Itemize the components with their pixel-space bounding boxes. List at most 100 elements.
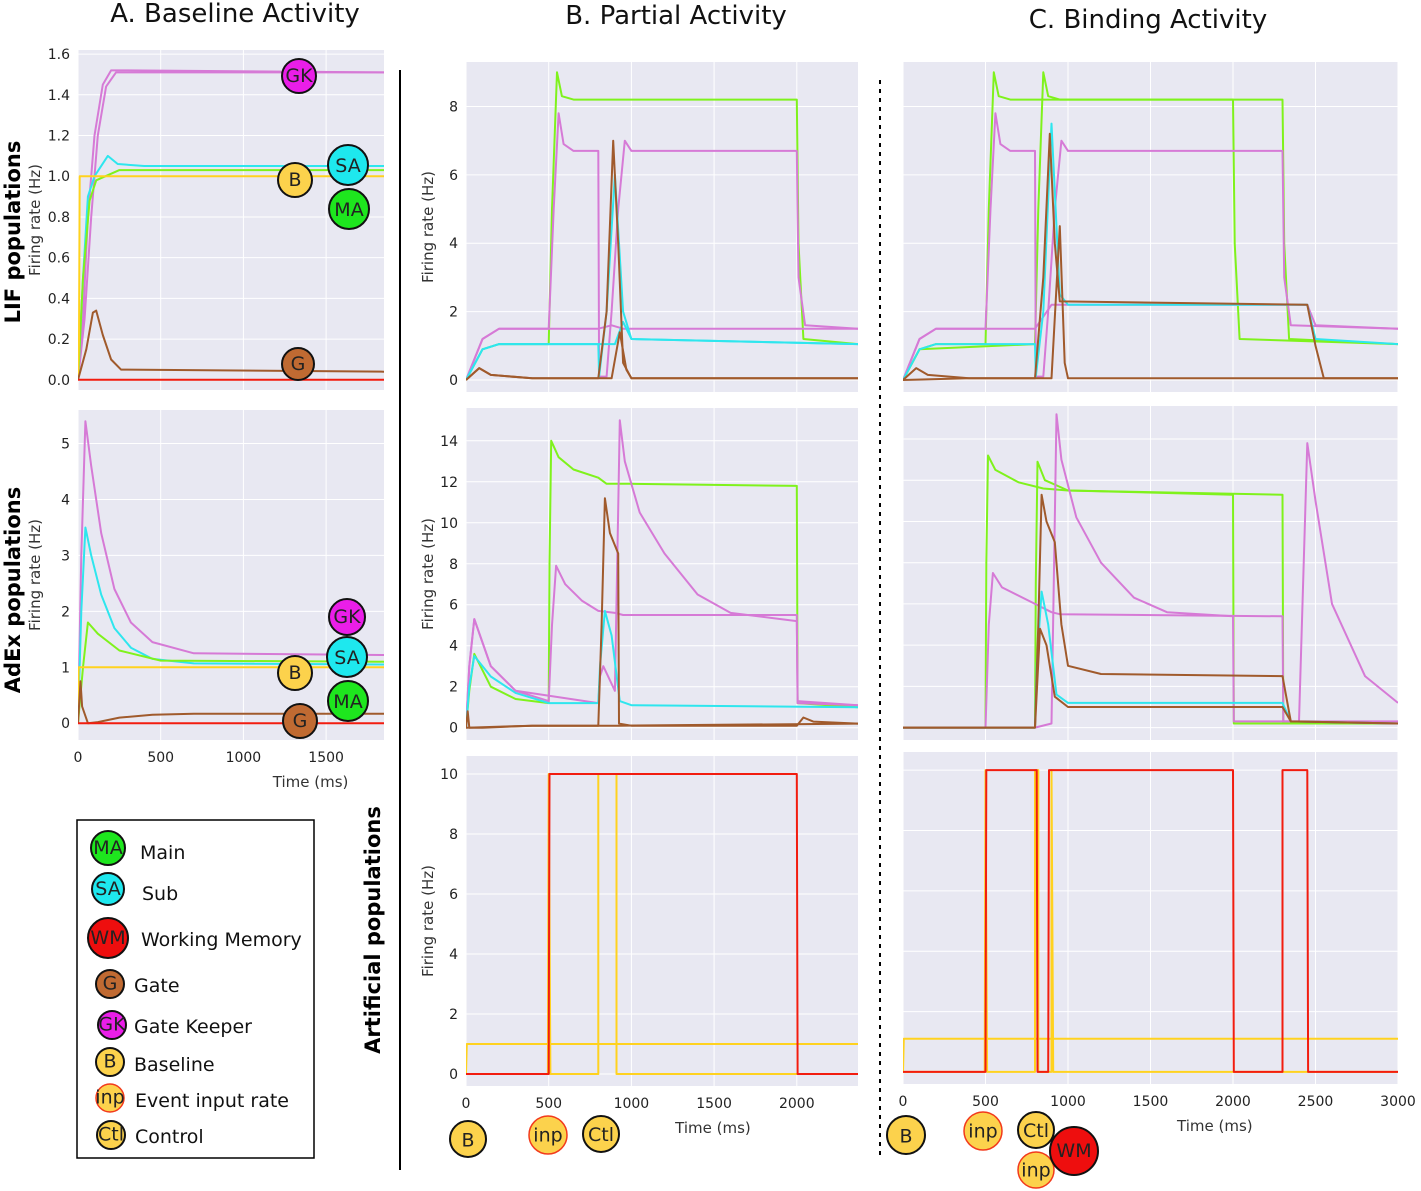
badge-text: G (103, 972, 118, 994)
y-tick-label: 0.6 (48, 251, 70, 267)
y-tick-label: 2 (449, 1007, 458, 1023)
badge-inp: inp (1017, 1151, 1055, 1189)
badge-g: G (281, 347, 315, 381)
badge-b: B (886, 1115, 926, 1155)
series-line-baseline (466, 1043, 858, 1075)
badge-ma: MA (328, 188, 370, 230)
x-tick-label: 3000 (1380, 1094, 1416, 1110)
series-line-main (903, 71, 1398, 381)
plot-area (466, 408, 858, 740)
y-tick-label: 5 (61, 437, 70, 453)
panel-A_adex: 0 1 2 3 4 5 0 500 1000 1500 Firing rate (Hz) Time (… (26, 410, 384, 791)
badge-text: B (899, 1126, 912, 1148)
y-axis-label: Firing rate (Hz) (419, 865, 437, 977)
y-tick-label: 4 (449, 947, 458, 963)
x-tick-label: 1000 (1050, 1094, 1086, 1110)
series-line-main (78, 169, 384, 380)
column-titles: A. Baseline Activity B. Partial Activity C… (110, 0, 1267, 35)
x-tick-label: 2000 (779, 1096, 815, 1112)
x-tick-label: 500 (535, 1096, 562, 1112)
row-label-2: Artificial populations (361, 806, 385, 1054)
x-axis-label: Time (ms) (272, 773, 349, 791)
badge-text: Ctl (588, 1124, 614, 1146)
legend: MA Main SA Sub WM Working Memory G Gate GK Gate K… (76, 819, 315, 1159)
badge-ctl: Ctl (1017, 1111, 1055, 1149)
plot-area (466, 62, 858, 392)
y-tick-label: 0 (449, 1067, 458, 1083)
badge-inp: inp (95, 1083, 125, 1113)
badge-wm: WM (1049, 1126, 1099, 1176)
badge-inp: inp (963, 1111, 1003, 1151)
y-tick-label: 14 (440, 434, 458, 450)
series-line-gate (466, 722, 858, 729)
legend-label: Working Memory (141, 929, 302, 951)
panel-C_art: 0 500 1000 1500 2000 2500 3000 Time (ms) (899, 752, 1416, 1135)
badge-g: G (282, 703, 318, 739)
badge-b: B (277, 655, 313, 691)
series-line-gate (466, 331, 858, 381)
x-tick-label: 500 (147, 750, 174, 766)
series-line-gk (466, 324, 858, 381)
badge-wm: WM (87, 917, 129, 959)
panel-B_lif: 0 2 4 6 8 Firing rate (Hz) (419, 62, 858, 392)
badge-text: SA (95, 878, 120, 900)
y-tick-label: 0.0 (48, 373, 70, 389)
series-line-gate (903, 627, 1398, 729)
y-tick-label: 1 (61, 660, 70, 676)
y-tick-label: 1.4 (48, 88, 70, 104)
y-tick-label: 0.4 (48, 291, 70, 307)
y-tick-label: 1.6 (48, 47, 70, 63)
panel-C_adex (902, 406, 1399, 740)
x-tick-label: 0 (74, 750, 83, 766)
badge-text: B (288, 662, 301, 684)
badge-text: WM (1056, 1140, 1091, 1162)
row-label-1: AdEx populations (1, 487, 25, 693)
badge-ma: MA (327, 680, 369, 722)
badge-text: inp (533, 1124, 562, 1146)
y-tick-label: 6 (449, 168, 458, 184)
x-axis-label: Time (ms) (674, 1119, 751, 1137)
y-axis-label: Firing rate (Hz) (26, 164, 44, 276)
badge-b: B (449, 1120, 487, 1158)
column-title-1: B. Partial Activity (565, 1, 787, 31)
badge-text: MA (334, 199, 363, 221)
x-tick-label: 1000 (226, 750, 262, 766)
legend-label: Main (140, 842, 185, 864)
badge-b: B (95, 1047, 125, 1077)
y-tick-label: 2 (449, 305, 458, 321)
x-tick-label: 2500 (1298, 1094, 1334, 1110)
y-axis-label: Firing rate (Hz) (419, 518, 437, 630)
badge-sa: SA (327, 144, 369, 186)
panel-B_adex: 0 2 4 6 8 10 12 14 Firing rate (Hz) (419, 408, 858, 740)
series-line-gate (903, 132, 1398, 381)
badge-text: inp (968, 1120, 997, 1142)
x-tick-label: 1500 (696, 1096, 732, 1112)
plot-area (78, 410, 384, 740)
badge-inp: inp (528, 1115, 568, 1155)
series-line-gate (903, 225, 1398, 381)
badge-text: SA (334, 647, 359, 669)
y-tick-label: 4 (449, 236, 458, 252)
x-tick-label: 500 (972, 1094, 999, 1110)
panel-B_art: 0 2 4 6 8 10 0 500 1000 1500 2000 Firing rate (Hz) T… (419, 756, 858, 1137)
y-tick-label: 0 (449, 373, 458, 389)
badge-g: G (95, 969, 125, 999)
badge-ctl: Ctl (582, 1115, 620, 1153)
column-title-0: A. Baseline Activity (110, 0, 360, 29)
badge-sa: SA (326, 636, 368, 678)
badge-gk: GK (328, 598, 366, 636)
plot-area (466, 756, 858, 1086)
badge-text: SA (335, 155, 360, 177)
badge-text: inp (1021, 1159, 1050, 1181)
legend-label: Gate (134, 975, 180, 997)
panel-C_lif (902, 62, 1399, 392)
y-axis-label: Firing rate (Hz) (26, 519, 44, 631)
legend-label: Baseline (134, 1054, 215, 1076)
series-line-main (466, 439, 858, 728)
badge-sa: SA (91, 872, 125, 906)
y-tick-label: 4 (61, 492, 70, 508)
y-tick-label: 0 (61, 716, 70, 732)
y-tick-label: 1.0 (48, 169, 70, 185)
badge-text: MA (93, 837, 122, 859)
